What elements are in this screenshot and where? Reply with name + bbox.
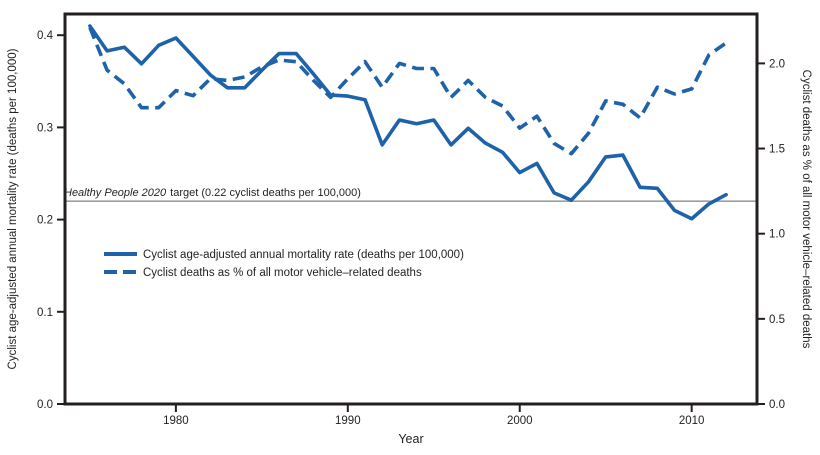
x-axis-title: Year [398, 432, 423, 446]
tick-label: 2010 [679, 415, 705, 427]
legend-label-rate: Cyclist age-adjusted annual mortality ra… [143, 249, 464, 261]
tick-label: 2000 [507, 415, 533, 427]
target-line-label: Healthy People 2020 target (0.22 cyclist … [64, 187, 361, 199]
pct-motor-vehicle-deaths-line [88, 26, 728, 156]
tick-label: 0.0 [769, 399, 785, 411]
right-axis-title: Cyclist deaths as % of all motor vehicle… [800, 70, 812, 349]
legend-label-pct: Cyclist deaths as % of all motor vehicle… [143, 267, 422, 279]
tick-label: 1980 [163, 415, 189, 427]
tick-label: 1.5 [769, 144, 785, 156]
tick-label: 0.1 [37, 307, 53, 319]
tick-label: 0.0 [37, 399, 53, 411]
tick-label: 0.5 [769, 314, 785, 326]
tick-label: 1990 [335, 415, 361, 427]
mortality-rate-line [88, 24, 728, 221]
target-label-italic: Healthy People 2020 [64, 187, 167, 199]
tick-label: 2.0 [769, 58, 785, 70]
axis-ticks [57, 34, 765, 412]
target-label-rest: target (0.22 cyclist deaths per 100,000) [170, 187, 361, 199]
plot-frame [63, 12, 759, 406]
tick-label: 0.4 [37, 30, 54, 42]
tick-label: 0.3 [37, 122, 53, 134]
tick-label: 1.0 [769, 229, 785, 241]
tick-label: 0.2 [37, 215, 53, 227]
axis-tick-labels: 1980 1990 2000 2010 0.0 0.1 0.2 0.3 0.4 0.0 0.5 1.0… [37, 30, 785, 427]
left-axis-title: Cyclist age-adjusted annual mortality ra… [7, 48, 19, 369]
legend: Cyclist age-adjusted annual mortality ra… [104, 249, 464, 279]
